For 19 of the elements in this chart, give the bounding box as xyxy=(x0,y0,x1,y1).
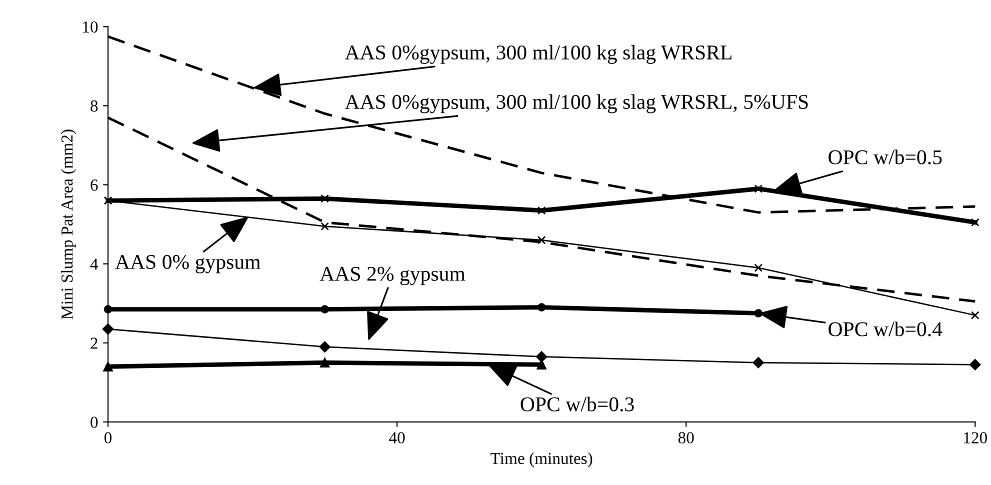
y-tick-label: 8 xyxy=(90,100,98,112)
x-tick-label: 0 xyxy=(104,432,112,444)
x-tick-label: 120 xyxy=(964,432,988,444)
annotation: AAS 0%gypsum, 300 ml/100 kg slag WRSRL, 5%UFS xyxy=(344,94,808,114)
y-tick-label: 2 xyxy=(90,338,98,349)
annotation: AAS 0% gypsum xyxy=(115,254,260,274)
annotation: AAS 0%gypsum, 300 ml/100 kg slag WRSRL xyxy=(344,44,732,64)
annotation: OPC w/b=0.5 xyxy=(828,150,942,164)
y-tick-label: 0 xyxy=(90,416,98,428)
x-tick-label: 40 xyxy=(389,432,405,444)
annotation: AAS 2% gypsum xyxy=(320,266,466,286)
y-axis-title: Mini Slump Pat Area (mm2) xyxy=(60,130,76,320)
x-axis-title: Time (minutes) xyxy=(490,452,592,468)
annotation: OPC w/b=0.4 xyxy=(828,322,942,336)
annotation: OPC w/b=0.3 xyxy=(520,396,634,412)
y-tick-label: 4 xyxy=(90,258,98,270)
x-tick-label: 80 xyxy=(678,432,694,444)
y-tick-label: 6 xyxy=(90,180,98,191)
y-tick-label: 10 xyxy=(83,21,98,33)
